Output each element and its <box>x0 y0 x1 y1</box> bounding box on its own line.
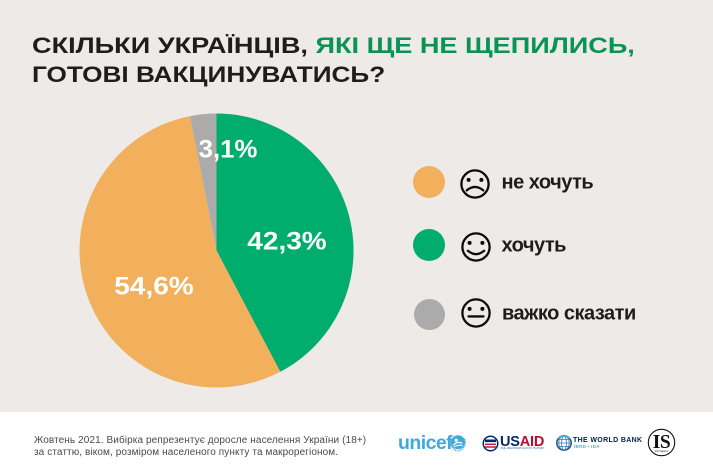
svg-text:Info Sapiens: Info Sapiens <box>655 450 669 453</box>
svg-text:IS: IS <box>653 432 671 453</box>
